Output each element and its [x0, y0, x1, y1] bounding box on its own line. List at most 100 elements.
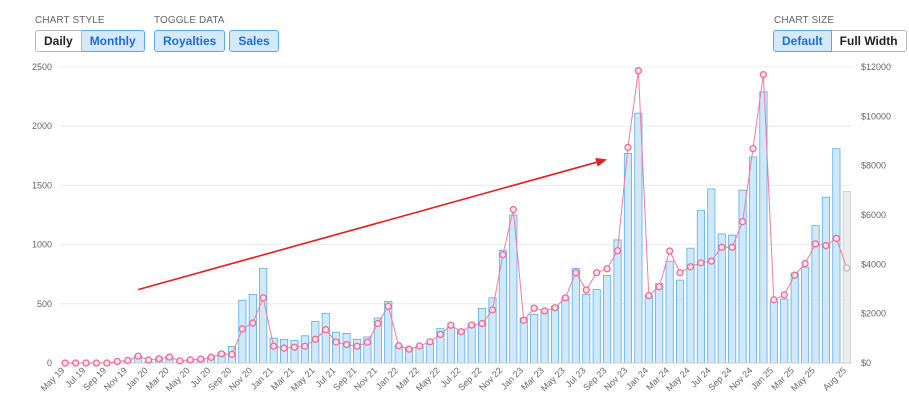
sales-bar — [446, 327, 455, 364]
y-right-tick-label: $2000 — [861, 309, 886, 319]
y-left-tick-label: 500 — [37, 299, 52, 309]
sales-bar — [676, 279, 685, 364]
royalties-point — [759, 70, 768, 79]
sales-toggle-button[interactable]: Sales — [229, 30, 279, 52]
toggle-data-group: Royalties Sales — [154, 30, 279, 52]
x-tick-label: Nov 22 — [477, 365, 504, 392]
sales-bar — [561, 297, 570, 364]
royalties-point — [363, 338, 372, 346]
sales-bar — [655, 283, 664, 364]
sales-bar — [644, 295, 653, 364]
trend-arrow-line — [137, 161, 597, 291]
sales-bar — [748, 156, 758, 364]
royalties-point — [811, 240, 820, 248]
x-tick-label: Nov 20 — [227, 365, 254, 392]
royalties-point — [113, 357, 121, 366]
sales-bar — [728, 234, 737, 364]
sales-bar — [623, 153, 632, 364]
royalties-point — [634, 67, 643, 75]
royalties-point — [488, 306, 497, 314]
y-right-tick-label: $12000 — [861, 62, 891, 72]
royalties-point — [134, 352, 142, 360]
sales-bar — [696, 209, 705, 364]
y-left-tick-label: 1000 — [32, 240, 52, 250]
royalties-point — [103, 359, 111, 367]
y-right-tick-label: $6000 — [861, 210, 886, 220]
royalties-point — [405, 345, 413, 353]
royalties-point — [395, 342, 403, 350]
royalties-point — [186, 356, 194, 364]
sales-bar — [571, 267, 580, 364]
royalties-point — [593, 269, 601, 277]
sales-bar — [769, 301, 778, 364]
royalties-point — [707, 257, 715, 265]
sales-bar — [478, 308, 487, 364]
sales-bar — [738, 189, 747, 364]
royalties-point — [311, 335, 319, 343]
royalties-point — [665, 247, 674, 255]
daily-button[interactable]: Daily — [35, 30, 82, 52]
x-tick-label: Nov 23 — [602, 365, 629, 392]
royalties-point — [144, 356, 153, 364]
chart-style-label: CHART STYLE — [35, 15, 105, 26]
royalties-point — [217, 350, 226, 358]
royalties-point — [770, 296, 778, 304]
sales-bar — [467, 323, 476, 364]
royalties-point — [832, 234, 841, 243]
sales-bar — [342, 332, 351, 364]
royalties-line — [65, 70, 848, 364]
royalties-point — [384, 302, 392, 310]
royalties-point — [374, 319, 382, 328]
sales-bar — [425, 342, 434, 364]
royalties-point — [791, 271, 799, 279]
y-right-tick-label: $4000 — [861, 259, 886, 269]
royalties-point — [582, 286, 590, 294]
sales-bar — [582, 293, 591, 364]
toggle-data-label: TOGGLE DATA — [154, 15, 225, 26]
royalties-point — [82, 359, 90, 367]
royalties-point — [165, 353, 174, 361]
y-right-tick-label: $8000 — [861, 161, 886, 171]
royalties-point — [780, 291, 788, 299]
sales-bar — [259, 267, 268, 364]
sales-bar — [780, 298, 789, 364]
royalties-point — [697, 259, 705, 267]
royalties-point — [436, 330, 445, 339]
royalties-point — [467, 321, 476, 329]
monthly-button[interactable]: Monthly — [81, 30, 145, 52]
chart-size-group: Default Full Width — [773, 30, 907, 52]
y-left-tick-label: 2500 — [32, 62, 52, 72]
royalties-point — [718, 243, 726, 251]
royalties-point — [801, 259, 809, 268]
royalties-point — [738, 218, 747, 226]
royalties-toggle-button[interactable]: Royalties — [154, 30, 226, 52]
sales-bar — [821, 196, 830, 364]
royalties-point — [728, 243, 736, 251]
royalties-point — [843, 264, 851, 272]
royalties-point — [71, 359, 80, 367]
royalties-point — [228, 350, 236, 359]
royalties-point — [124, 356, 132, 365]
default-size-button[interactable]: Default — [773, 30, 832, 52]
sales-bar — [842, 190, 851, 364]
sales-bar — [269, 337, 278, 364]
royalties-point — [197, 355, 205, 363]
royalties-point — [415, 342, 424, 350]
royalties-point — [426, 338, 434, 346]
sales-bar — [540, 310, 549, 364]
y-left-tick-label: 1500 — [32, 180, 52, 190]
royalties-point — [290, 343, 299, 351]
sales-bar — [248, 293, 257, 364]
full-width-button[interactable]: Full Width — [831, 30, 907, 52]
sales-bar — [321, 312, 330, 364]
royalties-point — [686, 263, 695, 271]
sales-bar — [665, 260, 674, 364]
royalties-point — [259, 294, 267, 302]
sales-bar — [717, 233, 726, 364]
royalties-point — [269, 342, 278, 350]
royalties-point — [155, 355, 163, 363]
sales-bar — [603, 274, 612, 364]
royalties-point — [61, 359, 69, 367]
x-tick-label: Aug 25 — [821, 365, 848, 392]
